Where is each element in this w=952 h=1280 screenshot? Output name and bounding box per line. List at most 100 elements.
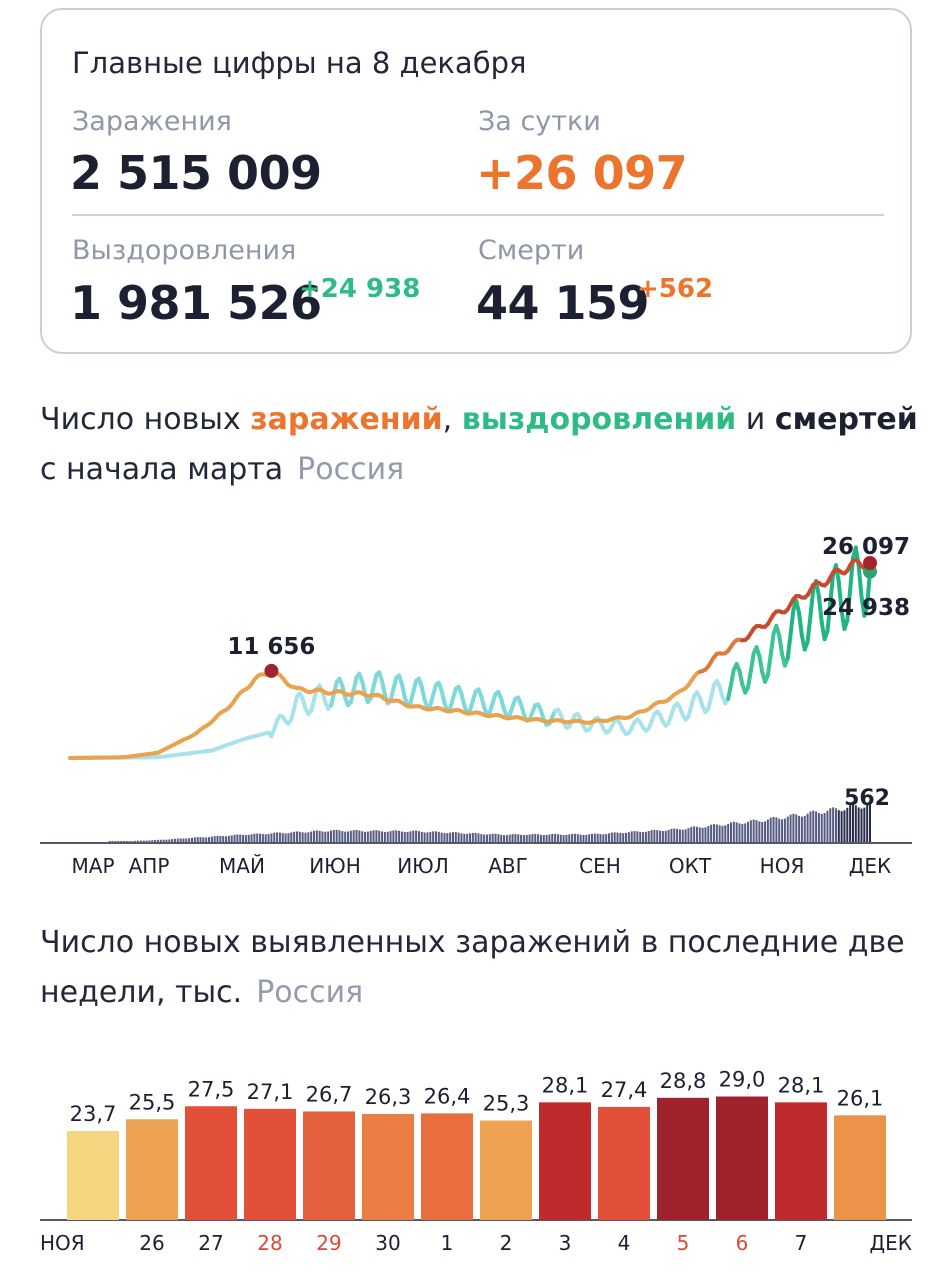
deaths-bar bbox=[173, 838, 176, 842]
deaths-bar bbox=[120, 841, 123, 842]
deaths-bar bbox=[593, 833, 596, 842]
deaths-bar bbox=[704, 827, 707, 842]
deaths-bar bbox=[437, 831, 440, 842]
recoveries-segment bbox=[805, 614, 813, 645]
recoveries-segment bbox=[797, 611, 804, 638]
deaths-bar bbox=[327, 831, 330, 842]
deaths-bar bbox=[715, 824, 718, 842]
day-bar-value-label: 27,1 bbox=[247, 1080, 294, 1104]
deaths-bar bbox=[829, 808, 832, 842]
x-tick-label: АПР bbox=[129, 854, 170, 878]
day-bar-value-label: 29,0 bbox=[719, 1068, 766, 1092]
infections-label: Заражения bbox=[72, 106, 232, 137]
deaths-bar bbox=[355, 829, 358, 842]
deaths-bar bbox=[608, 833, 611, 842]
deaths-bar bbox=[162, 839, 165, 842]
deaths-bar bbox=[633, 831, 636, 842]
deaths-bar bbox=[832, 807, 835, 842]
deaths-bar bbox=[576, 834, 579, 842]
deaths-bar bbox=[508, 834, 511, 842]
deaths-bar bbox=[449, 832, 452, 842]
deaths-bar bbox=[304, 832, 307, 842]
deaths-bar bbox=[585, 834, 588, 842]
deaths-bar bbox=[423, 832, 426, 842]
deaths-bar bbox=[494, 833, 497, 842]
recoveries-segment bbox=[828, 572, 836, 605]
recoveries-segment bbox=[748, 651, 756, 673]
deaths-bar bbox=[522, 835, 525, 842]
deaths-bar bbox=[497, 834, 500, 842]
deaths-value: 44 159 bbox=[476, 276, 650, 330]
bars-heading-region: Россия bbox=[256, 975, 364, 1010]
deaths-bar bbox=[364, 831, 367, 842]
deaths-bar bbox=[610, 832, 613, 842]
deaths-bar bbox=[434, 831, 437, 842]
deaths-bar bbox=[122, 841, 125, 842]
x-tick-label: ИЮН bbox=[309, 854, 361, 878]
deaths-bar bbox=[528, 834, 531, 842]
deaths-bar bbox=[531, 834, 534, 842]
deaths-bar bbox=[548, 834, 551, 842]
deaths-bar bbox=[403, 832, 406, 842]
deaths-bar bbox=[108, 841, 111, 842]
deaths-bar bbox=[534, 833, 537, 842]
deaths-bar bbox=[383, 831, 386, 842]
infections-value: 2 515 009 bbox=[70, 146, 322, 200]
deaths-bar bbox=[165, 839, 168, 842]
deaths-bar bbox=[642, 832, 645, 842]
timeline-heading: Число новых заражений, выздоровлений и с… bbox=[40, 395, 920, 495]
bars-day-tick-label: 1 bbox=[441, 1231, 454, 1255]
deaths-bar bbox=[273, 832, 276, 842]
deaths-bar bbox=[358, 830, 361, 842]
deaths-bar bbox=[729, 822, 732, 842]
day-bar-value-label: 28,1 bbox=[542, 1073, 589, 1097]
recoveries-segment bbox=[726, 682, 733, 701]
x-tick-label: МАЙ bbox=[219, 854, 265, 878]
deaths-bar bbox=[843, 810, 846, 842]
x-tick-label: СЕН bbox=[579, 854, 621, 878]
deaths-bar bbox=[264, 834, 267, 842]
recoveries-label: Выздоровления bbox=[72, 235, 297, 266]
deaths-bar bbox=[568, 834, 571, 842]
deaths-bar bbox=[789, 814, 792, 842]
deaths-bar bbox=[590, 833, 593, 842]
deaths-bar bbox=[466, 833, 469, 842]
deaths-bar bbox=[741, 823, 744, 842]
day-bar-value-label: 28,1 bbox=[778, 1073, 825, 1097]
recoveries-segment bbox=[439, 688, 447, 705]
deaths-bar bbox=[673, 828, 676, 842]
deaths-bar bbox=[443, 833, 446, 842]
deaths-bar bbox=[381, 831, 384, 842]
recoveries-segment bbox=[768, 631, 776, 657]
deaths-bar bbox=[429, 831, 432, 842]
deaths-bar bbox=[378, 830, 381, 842]
deaths-bar bbox=[851, 804, 854, 842]
deaths-bar bbox=[154, 839, 157, 842]
deaths-bar bbox=[290, 832, 293, 842]
infections-peak-label: 11 656 bbox=[227, 634, 315, 660]
deaths-bar bbox=[749, 820, 752, 842]
deaths-bar bbox=[653, 829, 656, 842]
deaths-bar bbox=[259, 833, 262, 842]
deaths-bar bbox=[752, 819, 755, 842]
deaths-bar bbox=[815, 811, 818, 842]
deaths-bar bbox=[242, 834, 245, 842]
recoveries-segment bbox=[380, 679, 387, 697]
deaths-bar bbox=[332, 829, 335, 842]
bars-day-tick-label: 28 bbox=[257, 1231, 282, 1255]
deaths-bar bbox=[134, 840, 137, 842]
bars-day-tick-label: 26 bbox=[139, 1231, 164, 1255]
deaths-bar bbox=[488, 834, 491, 842]
deaths-bar bbox=[849, 805, 852, 842]
day-bar-value-label: 25,3 bbox=[483, 1092, 530, 1116]
deaths-bar bbox=[210, 836, 213, 842]
timeline-chart: МАР АПР МАЙ ИЮН ИЮЛ АВГ СЕН ОКТ НОЯ ДЕК 11 656 26 0… bbox=[40, 534, 912, 878]
deaths-bar bbox=[227, 835, 230, 842]
bars-day-tick-label: 30 bbox=[375, 1231, 400, 1255]
deaths-bar bbox=[463, 833, 466, 842]
deaths-bar bbox=[329, 830, 332, 842]
deaths-bar bbox=[761, 821, 764, 842]
deaths-bar bbox=[724, 825, 727, 842]
day-bar bbox=[834, 1115, 886, 1220]
recoveries-segment bbox=[808, 587, 816, 619]
